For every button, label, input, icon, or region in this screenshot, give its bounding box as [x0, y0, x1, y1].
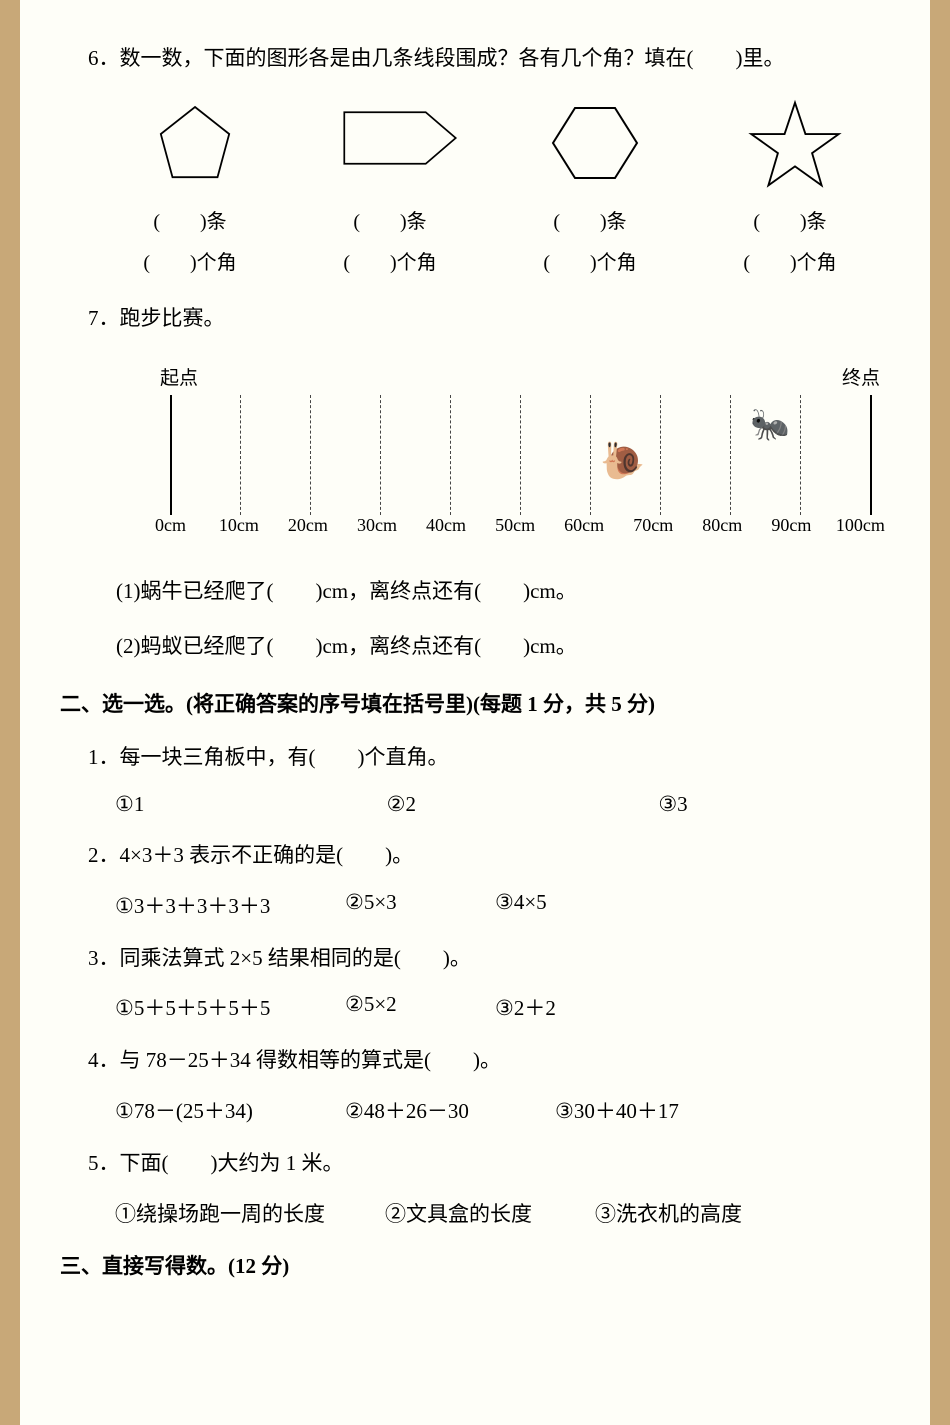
- s2q4-options: ①78－(25＋34) ②48＋26－30 ③30＋40＋17: [115, 1095, 890, 1125]
- q6-blank-angles-2: ( )个角: [320, 246, 460, 275]
- q7-track: 🐌 🐜: [170, 395, 870, 515]
- q7-race-diagram: 起点 终点 🐌 🐜 0cm 10cm 20cm 30cm 40cm 50cm 6…: [160, 363, 880, 553]
- s2q1-options: ①1 ②2 ③3: [115, 792, 890, 817]
- s2q2-options: ①3＋3＋3＋3＋3 ②5×3 ③4×5: [115, 890, 890, 920]
- s2q3-opt2: ②5×2: [345, 992, 455, 1022]
- worksheet-page: 6．数一数，下面的图形各是由几条线段围成？各有几个角？填在( )里。 ( )条 …: [20, 0, 930, 1425]
- q6-shapes: [140, 98, 890, 193]
- scale-8: 80cm: [688, 515, 757, 536]
- scale-0: 0cm: [155, 515, 204, 536]
- shape-star: [740, 98, 850, 193]
- tick-0: [170, 395, 172, 515]
- section2-title: 二、选一选。(将正确答案的序号填在括号里)(每题 1 分，共 5 分): [60, 686, 890, 724]
- tick-20: [310, 395, 311, 515]
- scale-6: 60cm: [550, 515, 619, 536]
- q6-blank-lines-3: ( )条: [520, 205, 660, 234]
- s2q5-opt2: ②文具盒的长度: [385, 1198, 555, 1228]
- s2q2-opt1: ①3＋3＋3＋3＋3: [115, 890, 305, 920]
- tick-90: [800, 395, 801, 515]
- q6-angles-row: ( )个角 ( )个角 ( )个角 ( )个角: [120, 246, 890, 275]
- s2q5-opt1: ①绕操场跑一周的长度: [115, 1198, 345, 1228]
- tick-30: [380, 395, 381, 515]
- s2q1-opt1: ①1: [115, 792, 347, 817]
- s2q4-opt1: ①78－(25＋34): [115, 1095, 305, 1125]
- s2q1-opt3: ③3: [658, 792, 890, 817]
- q7-sub2: (2)蚂蚁已经爬了( )cm，离终点还有( )cm。: [60, 628, 890, 666]
- s2q2-opt3: ③4×5: [495, 890, 605, 920]
- q7-end-label: 终点: [842, 363, 880, 390]
- section3-title: 三、直接写得数。(12 分): [60, 1248, 890, 1286]
- shape-pentagon: [140, 98, 250, 193]
- s2q4-prompt: 4．与 78－25＋34 得数相等的算式是( )。: [60, 1042, 890, 1080]
- q6-blank-angles-3: ( )个角: [520, 246, 660, 275]
- tick-50: [520, 395, 521, 515]
- s2q5-options: ①绕操场跑一周的长度 ②文具盒的长度 ③洗衣机的高度: [115, 1198, 890, 1228]
- q7-start-label: 起点: [160, 363, 198, 390]
- ant-icon: 🐜: [750, 405, 790, 443]
- s2q1-prompt: 1．每一块三角板中，有( )个直角。: [60, 739, 890, 777]
- snail-icon: 🐌: [600, 440, 645, 482]
- scale-10: 100cm: [826, 515, 895, 536]
- s2q5-opt3: ③洗衣机的高度: [595, 1198, 775, 1228]
- q6-blank-lines-4: ( )条: [720, 205, 860, 234]
- scale-9: 90cm: [757, 515, 826, 536]
- q7-scale: 0cm 10cm 20cm 30cm 40cm 50cm 60cm 70cm 8…: [155, 515, 895, 536]
- scale-5: 50cm: [481, 515, 550, 536]
- q6-lines-row: ( )条 ( )条 ( )条 ( )条: [120, 205, 890, 234]
- scale-1: 10cm: [204, 515, 273, 536]
- tick-70: [660, 395, 661, 515]
- shape-arrow: [340, 98, 450, 193]
- scale-7: 70cm: [619, 515, 688, 536]
- scale-4: 40cm: [412, 515, 481, 536]
- s2q3-options: ①5＋5＋5＋5＋5 ②5×2 ③2＋2: [115, 992, 890, 1022]
- s2q5-prompt: 5．下面( )大约为 1 米。: [60, 1145, 890, 1183]
- q6-blank-lines-2: ( )条: [320, 205, 460, 234]
- s2q2-opt2: ②5×3: [345, 890, 455, 920]
- s2q3-opt1: ①5＋5＋5＋5＋5: [115, 992, 305, 1022]
- tick-10: [240, 395, 241, 515]
- s2q1-opt2: ②2: [387, 792, 619, 817]
- q7-sub1: (1)蜗牛已经爬了( )cm，离终点还有( )cm。: [60, 573, 890, 611]
- s2q3-opt3: ③2＋2: [495, 992, 605, 1022]
- q7-prompt: 7．跑步比赛。: [60, 300, 890, 338]
- q7-endpoint-labels: 起点 终点: [160, 363, 880, 390]
- s2q4-opt2: ②48＋26－30: [345, 1095, 515, 1125]
- tick-60: [590, 395, 591, 515]
- q6-prompt: 6．数一数，下面的图形各是由几条线段围成？各有几个角？填在( )里。: [60, 40, 890, 78]
- q6-blank-angles-4: ( )个角: [720, 246, 860, 275]
- scale-3: 30cm: [342, 515, 411, 536]
- q6-blank-angles-1: ( )个角: [120, 246, 260, 275]
- shape-hexagon: [540, 98, 650, 193]
- s2q3-prompt: 3．同乘法算式 2×5 结果相同的是( )。: [60, 940, 890, 978]
- s2q4-opt3: ③30＋40＋17: [555, 1095, 725, 1125]
- scale-2: 20cm: [273, 515, 342, 536]
- tick-40: [450, 395, 451, 515]
- s2q2-prompt: 2．4×3＋3 表示不正确的是( )。: [60, 837, 890, 875]
- q6-blank-lines-1: ( )条: [120, 205, 260, 234]
- tick-100: [870, 395, 872, 515]
- tick-80: [730, 395, 731, 515]
